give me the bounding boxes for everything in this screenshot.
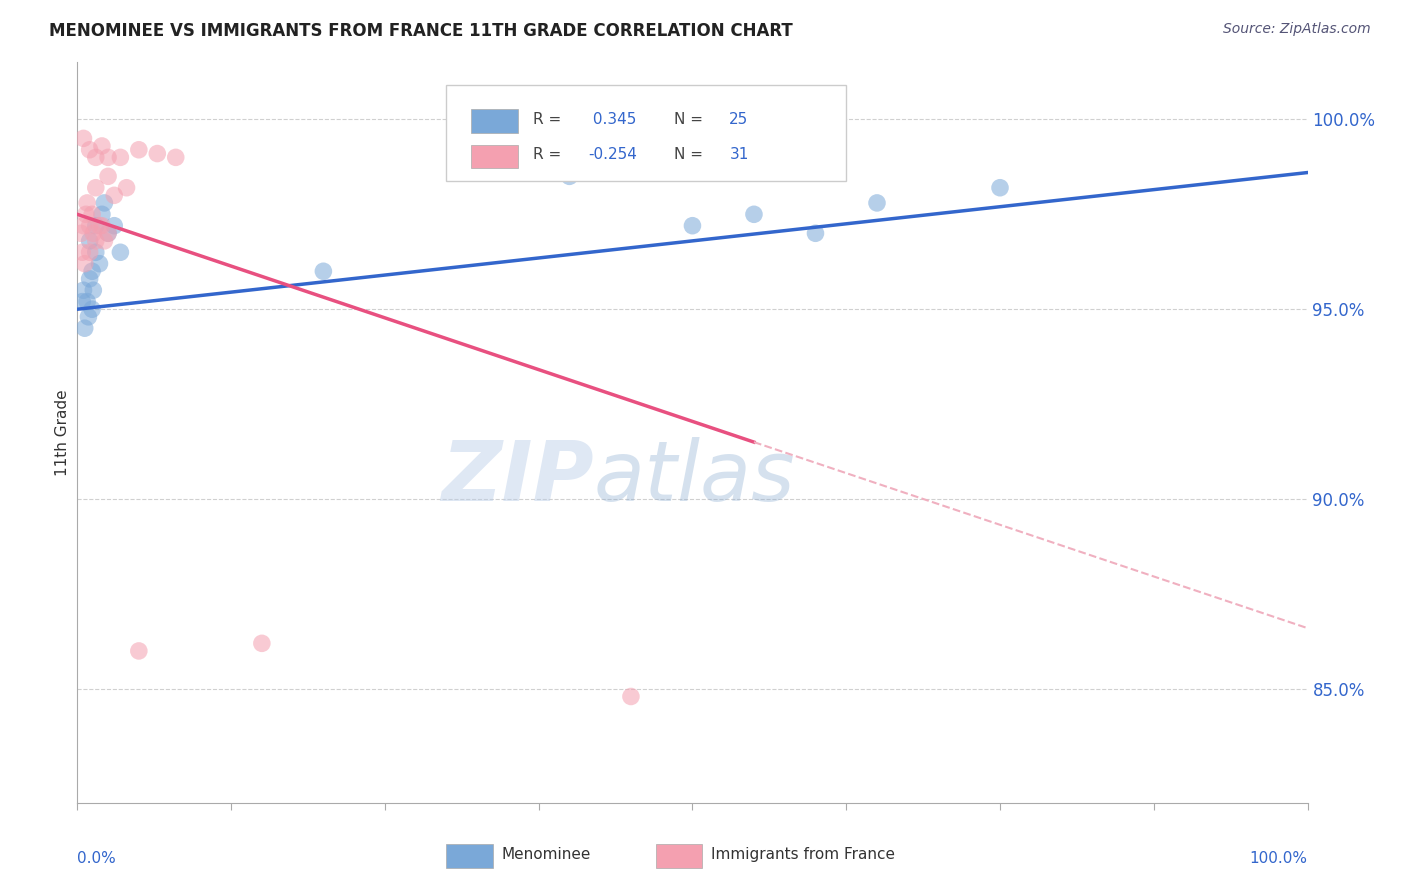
Point xyxy=(76,294,98,309)
Point xyxy=(93,234,115,248)
Point xyxy=(82,227,104,241)
Text: MENOMINEE VS IMMIGRANTS FROM FRANCE 11TH GRADE CORRELATION CHART: MENOMINEE VS IMMIGRANTS FROM FRANCE 11TH… xyxy=(49,22,793,40)
Point xyxy=(70,245,93,260)
Point xyxy=(79,219,101,233)
Point xyxy=(97,227,120,241)
FancyBboxPatch shape xyxy=(447,85,846,181)
Point xyxy=(79,234,101,248)
Point xyxy=(682,219,704,233)
Point xyxy=(79,143,101,157)
Point xyxy=(84,219,107,233)
Point xyxy=(146,146,169,161)
Point xyxy=(76,195,98,210)
Point xyxy=(70,294,93,309)
Point xyxy=(103,188,125,202)
Point xyxy=(620,690,643,704)
Point xyxy=(72,283,94,297)
Text: atlas: atlas xyxy=(595,436,796,517)
Point xyxy=(312,264,335,278)
Point xyxy=(75,207,97,221)
Point xyxy=(90,219,114,233)
Point xyxy=(165,150,187,164)
Text: 25: 25 xyxy=(730,112,748,127)
Text: -0.254: -0.254 xyxy=(588,147,637,162)
Text: N =: N = xyxy=(673,112,707,127)
Point xyxy=(82,302,104,317)
Point xyxy=(84,234,107,248)
Text: N =: N = xyxy=(673,147,707,162)
FancyBboxPatch shape xyxy=(447,844,494,868)
Point xyxy=(97,169,120,184)
Point xyxy=(72,131,94,145)
Text: R =: R = xyxy=(533,112,565,127)
FancyBboxPatch shape xyxy=(655,844,703,868)
Text: Source: ZipAtlas.com: Source: ZipAtlas.com xyxy=(1223,22,1371,37)
Point xyxy=(90,207,114,221)
Point xyxy=(73,257,96,271)
Point xyxy=(89,219,111,233)
Text: 0.0%: 0.0% xyxy=(77,851,117,866)
Point xyxy=(866,195,889,210)
Point xyxy=(558,169,581,184)
Point xyxy=(79,272,101,286)
FancyBboxPatch shape xyxy=(471,145,517,169)
Point xyxy=(110,150,132,164)
FancyBboxPatch shape xyxy=(471,109,517,133)
Point xyxy=(82,283,104,297)
Point xyxy=(742,207,765,221)
Text: ZIP: ZIP xyxy=(441,436,595,517)
Point xyxy=(97,227,120,241)
Y-axis label: 11th Grade: 11th Grade xyxy=(55,389,70,476)
Point xyxy=(82,207,104,221)
Point xyxy=(73,321,96,335)
Text: Menominee: Menominee xyxy=(502,847,591,863)
Text: 100.0%: 100.0% xyxy=(1250,851,1308,866)
Text: Immigrants from France: Immigrants from France xyxy=(711,847,894,863)
Point xyxy=(82,264,104,278)
Point xyxy=(84,180,107,194)
Text: 0.345: 0.345 xyxy=(588,112,637,127)
Point xyxy=(89,257,111,271)
Point xyxy=(103,219,125,233)
Point xyxy=(84,150,107,164)
Point xyxy=(250,636,273,650)
Point xyxy=(70,227,93,241)
Point xyxy=(988,180,1011,194)
Point xyxy=(84,245,107,260)
Point xyxy=(72,219,94,233)
Text: 31: 31 xyxy=(730,147,749,162)
Point xyxy=(90,139,114,153)
Point xyxy=(97,150,120,164)
Point xyxy=(110,245,132,260)
Point xyxy=(79,245,101,260)
Point xyxy=(115,180,138,194)
Point xyxy=(77,310,100,324)
Point xyxy=(128,143,150,157)
Text: R =: R = xyxy=(533,147,565,162)
Point xyxy=(804,227,827,241)
Point xyxy=(128,644,150,658)
Point xyxy=(93,195,115,210)
